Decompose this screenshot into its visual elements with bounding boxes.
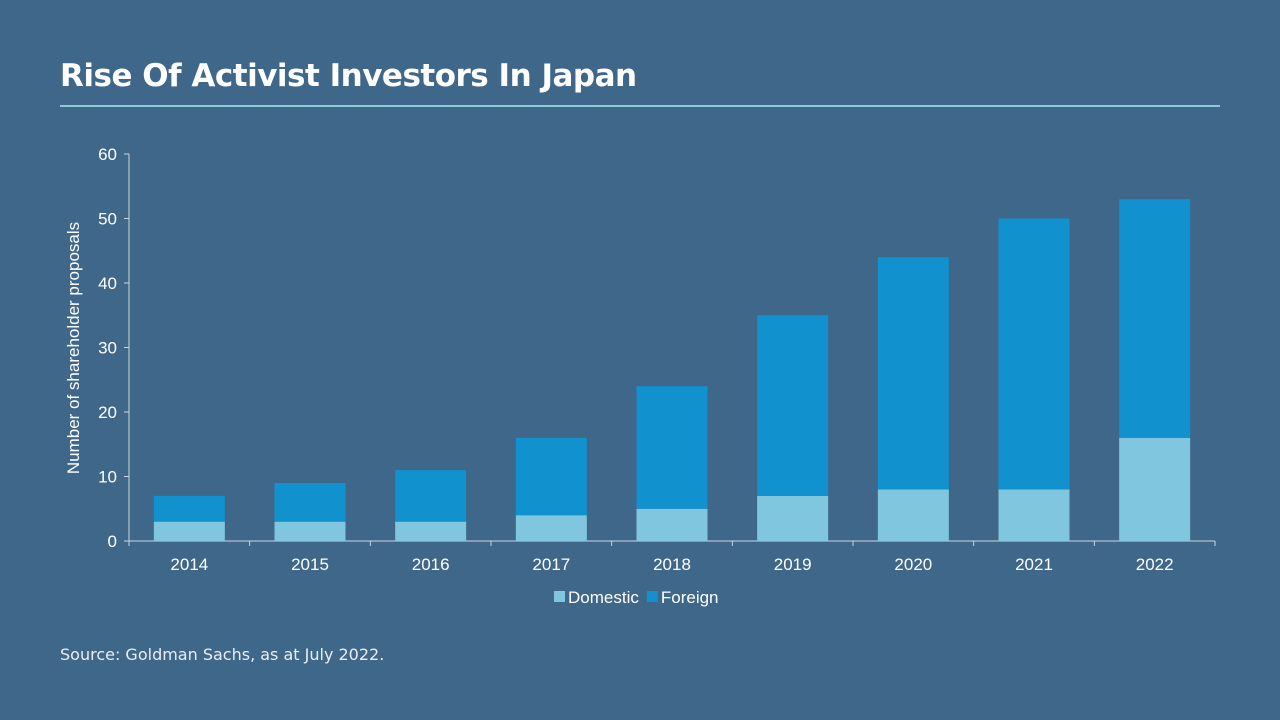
x-tick-label: 2020 <box>894 555 932 574</box>
x-tick-label: 2014 <box>170 555 208 574</box>
bar-group-2022 <box>1119 199 1191 541</box>
y-tick-label: 10 <box>98 468 117 487</box>
y-axis-label: Number of shareholder proposals <box>64 222 83 474</box>
y-tick-label: 20 <box>98 403 117 422</box>
bar-segment-foreign <box>515 437 587 516</box>
y-tick-label: 30 <box>98 339 117 358</box>
bar-segment-domestic <box>877 489 949 541</box>
bar-segment-foreign <box>636 386 708 509</box>
bars <box>153 199 1191 541</box>
x-tick-label: 2017 <box>532 555 570 574</box>
x-tick-label: 2015 <box>291 555 329 574</box>
bar-segment-foreign <box>153 495 225 522</box>
bar-group-2020 <box>877 257 949 541</box>
y-axis: 0 10 20 30 40 50 60 <box>98 145 130 551</box>
bar-group-2015 <box>274 482 346 541</box>
x-tick-label: 2016 <box>412 555 450 574</box>
bar-segment-foreign <box>998 218 1070 490</box>
bar-segment-foreign <box>877 257 949 490</box>
bar-segment-foreign <box>395 470 467 522</box>
bar-group-2016 <box>395 470 467 541</box>
slide-title: Rise Of Activist Investors In Japan <box>60 58 637 94</box>
bar-segment-domestic <box>998 489 1070 541</box>
bar-segment-foreign <box>1119 199 1191 438</box>
bar-segment-domestic <box>1119 437 1191 541</box>
source-note: Source: Goldman Sachs, as at July 2022. <box>60 645 385 664</box>
bar-group-2014 <box>153 495 225 541</box>
legend-swatch-foreign <box>646 591 658 602</box>
bar-segment-domestic <box>153 521 225 541</box>
x-tick-label: 2019 <box>774 555 812 574</box>
title-divider <box>60 105 1220 107</box>
x-tick-label: 2018 <box>653 555 691 574</box>
bar-segment-domestic <box>757 495 829 541</box>
x-axis: 2014 2015 2016 2017 2018 2019 2020 2021 2022 <box>128 540 1216 574</box>
bar-segment-foreign <box>274 482 346 522</box>
legend-label-domestic: Domestic <box>568 588 639 607</box>
bar-group-2019 <box>757 315 829 541</box>
y-tick-label: 60 <box>98 145 117 164</box>
legend-label-foreign: Foreign <box>661 588 719 607</box>
bar-segment-domestic <box>636 508 708 541</box>
y-tick-label: 0 <box>108 532 117 551</box>
x-tick-label: 2022 <box>1136 555 1174 574</box>
bar-group-2021 <box>998 218 1070 541</box>
bar-segment-domestic <box>515 515 587 541</box>
bar-segment-domestic <box>274 521 346 541</box>
x-tick-label: 2021 <box>1015 555 1053 574</box>
legend-swatch-domestic <box>554 591 565 602</box>
y-tick-label: 40 <box>98 274 117 293</box>
bar-segment-foreign <box>757 315 829 496</box>
y-tick-label: 50 <box>98 210 117 229</box>
bar-group-2017 <box>515 437 587 541</box>
bar-group-2018 <box>636 386 708 541</box>
bar-segment-domestic <box>395 521 467 541</box>
legend: Domestic Foreign <box>554 588 719 607</box>
